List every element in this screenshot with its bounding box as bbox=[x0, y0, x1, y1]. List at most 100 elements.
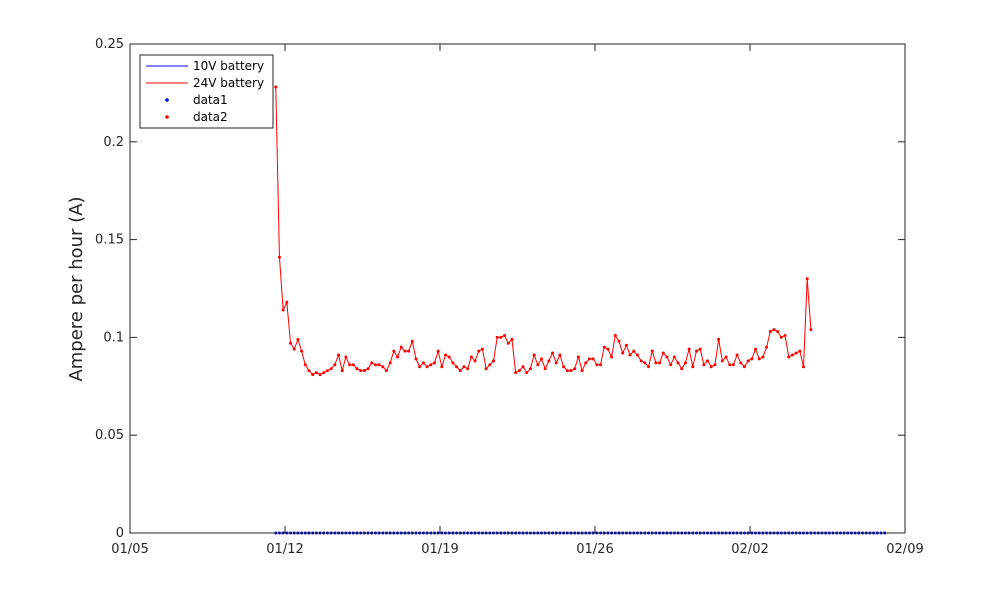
data-point-24v-battery bbox=[399, 345, 403, 349]
data-point-24v-battery bbox=[562, 365, 566, 369]
data-point-24v-battery bbox=[322, 371, 326, 375]
x-tick-label: 01/05 bbox=[111, 542, 148, 557]
data-point-24v-battery bbox=[307, 369, 311, 373]
data-point-24v-battery bbox=[440, 365, 444, 369]
y-tick-label: 0 bbox=[116, 526, 124, 541]
data-point-24v-battery bbox=[274, 85, 278, 89]
data-point-24v-battery bbox=[551, 351, 555, 355]
data-point-24v-battery bbox=[691, 365, 695, 369]
x-tick-label: 01/12 bbox=[266, 542, 303, 557]
y-tick-label: 0.2 bbox=[103, 135, 124, 150]
data-point-24v-battery bbox=[421, 361, 425, 365]
data-point-24v-battery bbox=[757, 357, 761, 361]
data-point-24v-battery bbox=[329, 367, 333, 371]
legend-label-24v-battery: 24V battery bbox=[193, 76, 264, 90]
data-point-24v-battery bbox=[805, 277, 809, 281]
data-point-24v-battery bbox=[724, 355, 728, 359]
data-point-24v-battery bbox=[539, 357, 543, 361]
y-tick-label: 0.1 bbox=[103, 330, 124, 345]
data-point-24v-battery bbox=[366, 367, 370, 371]
legend-marker-data1 bbox=[165, 98, 169, 102]
data-point-24v-battery bbox=[794, 351, 798, 355]
data-point-24v-battery bbox=[776, 330, 780, 334]
data-point-24v-battery bbox=[584, 361, 588, 365]
data-point-24v-battery bbox=[558, 353, 562, 357]
data-point-24v-battery bbox=[698, 347, 702, 351]
data-point-24v-battery bbox=[765, 345, 769, 349]
data-point-24v-battery bbox=[359, 369, 363, 373]
data-point-24v-battery bbox=[396, 355, 400, 359]
data-point-24v-battery bbox=[281, 308, 285, 312]
data-point-24v-battery bbox=[639, 359, 643, 363]
data-point-24v-battery bbox=[768, 330, 772, 334]
data-point-24v-battery bbox=[414, 357, 418, 361]
data-point-24v-battery bbox=[735, 353, 739, 357]
data-point-24v-battery bbox=[680, 367, 684, 371]
plot-border bbox=[129, 43, 906, 534]
data-point-24v-battery bbox=[506, 341, 510, 345]
data-point-24v-battery bbox=[392, 349, 396, 353]
data-point-24v-battery bbox=[599, 363, 603, 367]
x-tick-label: 01/19 bbox=[421, 542, 458, 557]
data-point-24v-battery bbox=[754, 347, 758, 351]
data-point-24v-battery bbox=[709, 365, 713, 369]
data-point-24v-battery bbox=[658, 361, 662, 365]
data-point-24v-battery bbox=[713, 363, 717, 367]
data-point-24v-battery bbox=[798, 349, 802, 353]
legend-marker-data2 bbox=[165, 115, 169, 119]
data-point-24v-battery bbox=[783, 333, 787, 337]
data-point-24v-battery bbox=[650, 349, 654, 353]
legend-label-data2: data2 bbox=[193, 110, 228, 124]
data-point-24v-battery bbox=[344, 355, 348, 359]
data-point-24v-battery bbox=[687, 347, 691, 351]
data-point-24v-battery bbox=[451, 361, 455, 365]
data-point-24v-battery bbox=[580, 369, 584, 373]
data-point-24v-battery bbox=[300, 349, 304, 353]
data-point-24v-battery bbox=[432, 361, 436, 365]
data-point-24v-battery bbox=[528, 367, 532, 371]
data-point-24v-battery bbox=[576, 355, 580, 359]
x-tick-label: 02/09 bbox=[886, 542, 923, 557]
data-point-24v-battery bbox=[348, 363, 352, 367]
data-point-24v-battery bbox=[547, 359, 551, 363]
data-point-24v-battery bbox=[447, 355, 451, 359]
y-tick-label: 0.15 bbox=[95, 233, 124, 248]
data-point-24v-battery bbox=[492, 359, 496, 363]
data-point-24v-battery bbox=[466, 367, 470, 371]
data-point-24v-battery bbox=[403, 349, 407, 353]
data-point-24v-battery bbox=[739, 361, 743, 365]
data-point-24v-battery bbox=[429, 363, 433, 367]
data-point-24v-battery bbox=[355, 367, 359, 371]
data-point-24v-battery bbox=[787, 355, 791, 359]
legend: 10V battery 24V battery data1 data2 bbox=[139, 54, 274, 129]
data-point-24v-battery bbox=[337, 353, 341, 357]
data-point-24v-battery bbox=[617, 339, 621, 343]
data-point-24v-battery bbox=[569, 369, 573, 373]
data-point-24v-battery bbox=[554, 361, 558, 365]
data-point-24v-battery bbox=[469, 355, 473, 359]
data-point-24v-battery bbox=[458, 369, 462, 373]
data-point-24v-battery bbox=[661, 351, 665, 355]
data-point-24v-battery bbox=[370, 361, 374, 365]
data-point-24v-battery bbox=[510, 337, 514, 341]
data-point-24v-battery bbox=[377, 363, 381, 367]
data-point-24v-battery bbox=[410, 339, 414, 343]
x-tick-label: 01/26 bbox=[576, 542, 613, 557]
data-point-24v-battery bbox=[543, 367, 547, 371]
data-point-24v-battery bbox=[318, 373, 322, 377]
data-point-24v-battery bbox=[303, 363, 307, 367]
data-point-24v-battery bbox=[462, 365, 466, 369]
data-point-24v-battery bbox=[480, 347, 484, 351]
data-point-24v-battery bbox=[779, 335, 783, 339]
data-point-24v-battery bbox=[311, 373, 315, 377]
data-point-24v-battery bbox=[624, 343, 628, 347]
data-point-24v-battery bbox=[728, 363, 732, 367]
data-point-24v-battery bbox=[521, 365, 525, 369]
data-point-24v-battery bbox=[407, 349, 411, 353]
data-point-24v-battery bbox=[384, 369, 388, 373]
data-point-24v-battery bbox=[694, 349, 698, 353]
data-point-24v-battery bbox=[314, 371, 318, 375]
data-point-24v-battery bbox=[484, 367, 488, 371]
legend-box bbox=[139, 54, 274, 129]
